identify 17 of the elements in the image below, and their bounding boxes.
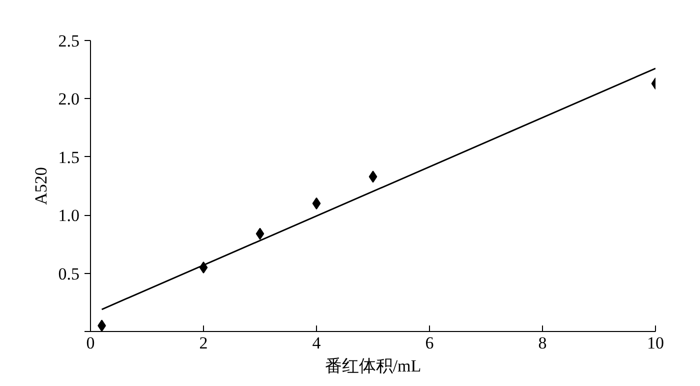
y-tick-label: 2.5	[58, 32, 80, 50]
x-tick-label: 4	[312, 334, 322, 352]
point	[312, 197, 321, 210]
point	[256, 228, 264, 240]
x-tick-label: 10	[647, 334, 664, 352]
y-axis-title: A520	[31, 167, 50, 205]
x-tick-label: 2	[199, 334, 208, 352]
y-tick-label: 2.0	[58, 90, 80, 109]
x-tick-label: 0	[86, 334, 95, 352]
x-tick-label: 8	[538, 334, 547, 352]
point	[368, 170, 378, 183]
y-tick-label: 0.5	[58, 264, 80, 284]
y-tick-label: 1.0	[58, 206, 80, 226]
x-tick-label: 6	[425, 334, 434, 352]
y-tick-label: 1.5	[58, 148, 80, 167]
point	[98, 320, 106, 332]
x-axis-title: 番红体积/mL	[324, 356, 422, 376]
